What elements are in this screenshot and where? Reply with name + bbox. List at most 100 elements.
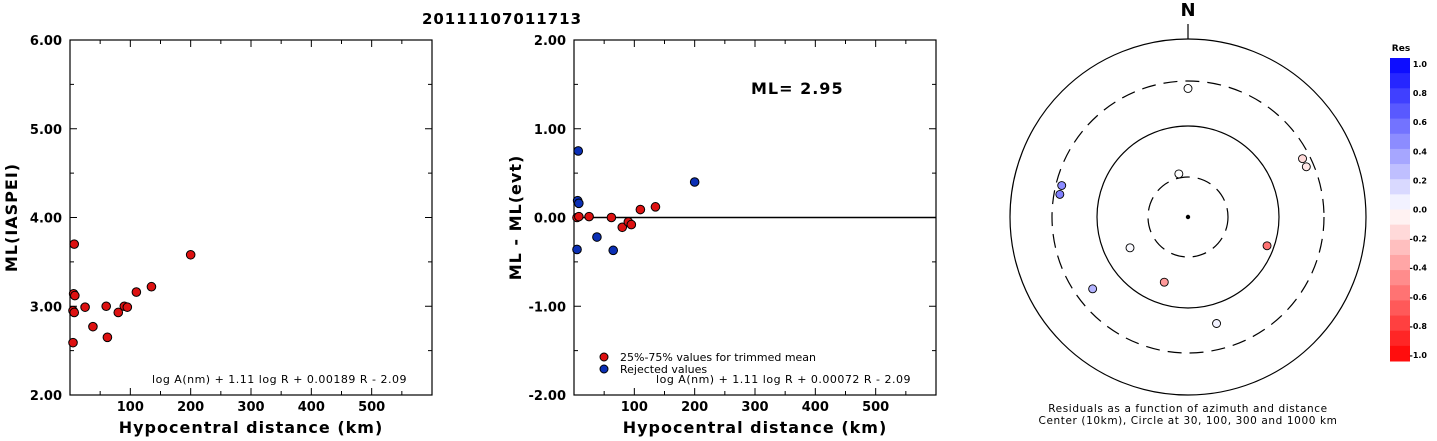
rejected-point <box>592 232 602 242</box>
y-tick-label: 4.00 <box>30 212 62 227</box>
y-tick-label: -2.00 <box>529 389 566 404</box>
magnitude-formula: log A(nm) + 1.11 log R + 0.00072 R - 2.0… <box>656 373 911 386</box>
colorbar-segment <box>1390 254 1410 271</box>
y-axis-label: ML - ML(evt) <box>506 155 525 281</box>
accepted-point <box>626 219 637 230</box>
epicenter-dot <box>1185 214 1191 220</box>
polar-caption-line1: Residuals as a function of azimuth and d… <box>1048 403 1328 415</box>
y-tick-label: 2.00 <box>534 34 566 49</box>
x-tick-label: 200 <box>681 400 708 415</box>
accepted-point <box>606 212 617 223</box>
distance-ring-300km <box>1051 80 1325 354</box>
colorbar-tick-label: -0.4 <box>1410 264 1428 273</box>
colorbar-segment <box>1390 224 1410 241</box>
accepted-point <box>185 249 196 260</box>
accepted-point <box>101 301 111 312</box>
colorbar-segment <box>1390 58 1410 74</box>
station-residual-point <box>1055 189 1065 199</box>
x-tick-label: 300 <box>741 400 768 415</box>
station-residual-point <box>1298 154 1307 164</box>
station-residual-point <box>1301 162 1311 172</box>
accepted-point <box>88 321 98 332</box>
x-tick-label: 400 <box>802 400 829 415</box>
rejected-point <box>573 146 584 156</box>
colorbar-segment <box>1390 73 1410 89</box>
rejected-point <box>572 244 582 255</box>
colorbar-segment <box>1390 315 1410 332</box>
colorbar-segment <box>1390 148 1410 165</box>
x-tick-label: 100 <box>621 400 648 415</box>
y-tick-label: -1.00 <box>529 300 566 315</box>
colorbar-tick-label: -0.2 <box>1410 235 1428 244</box>
y-tick-label: 3.00 <box>30 300 62 315</box>
x-tick-label: 100 <box>117 400 144 415</box>
figure-title: 20111107011713 <box>422 10 582 28</box>
colorbar-segment <box>1390 345 1410 362</box>
distance-ring-30km <box>1147 176 1229 258</box>
magnitude-formula: log A(nm) + 1.11 log R + 0.00189 R - 2.0… <box>152 373 407 386</box>
colorbar-tick-label: -0.6 <box>1410 293 1428 302</box>
colorbar-segment <box>1390 88 1410 104</box>
colorbar-segment <box>1390 330 1410 347</box>
y-tick-label: 0.00 <box>534 212 566 227</box>
residual-polar-chart: N Residuals as a function of azimuth and … <box>1009 0 1367 427</box>
accepted-point <box>80 302 90 312</box>
y-axis-label: ML(IASPEI) <box>2 163 21 272</box>
x-axis-label: Hypocentral distance (km) <box>623 418 888 437</box>
rejected-point <box>574 198 584 209</box>
accepted-point <box>131 287 142 297</box>
y-tick-label: 6.00 <box>30 34 62 49</box>
accepted-point <box>146 281 157 292</box>
station-residual-point <box>1159 277 1169 287</box>
colorbar-segment <box>1390 133 1410 150</box>
magnitude-vs-distance-chart: 2.00 3.00 4.00 5.00 6.00 100 200 300 400 500 Hypoc… <box>2 34 433 437</box>
station-residual-point <box>1183 84 1193 93</box>
colorbar-tick-label: 0.8 <box>1413 89 1428 98</box>
station-residual-point <box>1262 241 1272 251</box>
colorbar-segment <box>1390 300 1410 317</box>
station-residual-point <box>1174 169 1184 179</box>
colorbar-tick-label: 0.4 <box>1413 147 1428 156</box>
x-tick-label: 500 <box>358 400 385 415</box>
accepted-point <box>122 302 133 312</box>
polar-caption-line2: Center (10km), Circle at 30, 100, 300 an… <box>1039 415 1338 427</box>
accepted-point <box>650 202 661 212</box>
accepted-point <box>68 337 78 348</box>
colorbar-title: Res <box>1392 44 1410 54</box>
y-tick-label: 2.00 <box>30 389 62 404</box>
rejected-point <box>608 245 619 256</box>
legend-rejected-label: Rejected values <box>620 363 707 376</box>
accepted-point <box>635 204 646 215</box>
station-residual-point <box>1212 319 1221 328</box>
x-axis-label: Hypocentral distance (km) <box>119 418 384 437</box>
colorbar-tick-label: 1.0 <box>1413 60 1428 69</box>
colorbar-tick-label: 0.6 <box>1413 118 1428 127</box>
colorbar-segment <box>1390 239 1410 256</box>
colorbar-segment <box>1390 209 1410 226</box>
plot-frame <box>69 39 433 396</box>
x-tick-label: 300 <box>237 400 264 415</box>
accepted-point <box>102 332 113 343</box>
north-label: N <box>1180 0 1195 21</box>
colorbar-segment <box>1390 103 1410 120</box>
x-tick-label: 200 <box>177 400 204 415</box>
legend-accepted-marker <box>599 352 609 362</box>
rejected-point <box>689 177 700 187</box>
residual-vs-distance-chart: -2.00 -1.00 0.00 1.00 2.00 100 200 300 400 500 Hyp… <box>506 34 937 437</box>
x-tick-label: 500 <box>862 400 889 415</box>
x-tick-label: 400 <box>298 400 325 415</box>
y-tick-label: 1.00 <box>534 123 566 138</box>
colorbar-tick-label: -0.8 <box>1410 322 1428 331</box>
distance-ring-100km <box>1096 125 1280 309</box>
accepted-point <box>70 290 80 301</box>
colorbar-segment <box>1390 270 1410 286</box>
accepted-point <box>69 239 80 249</box>
colorbar-segment <box>1390 179 1410 195</box>
ml-annotation: ML= 2.95 <box>751 79 844 98</box>
legend-rejected-marker <box>599 364 609 374</box>
accepted-point <box>584 211 594 222</box>
accepted-point <box>113 307 124 318</box>
colorbar-segment <box>1390 118 1410 135</box>
